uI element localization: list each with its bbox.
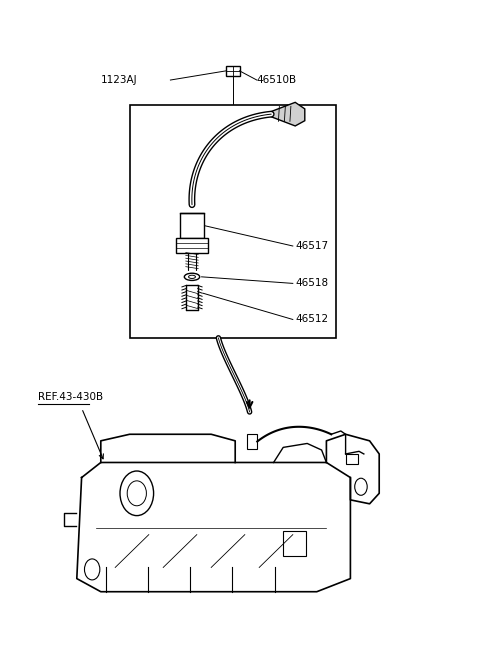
Ellipse shape: [189, 276, 195, 278]
Ellipse shape: [184, 274, 200, 281]
Polygon shape: [271, 102, 305, 126]
Ellipse shape: [120, 471, 154, 516]
Text: 46510B: 46510B: [257, 75, 297, 85]
Bar: [176, 238, 208, 253]
Text: 46512: 46512: [295, 314, 328, 325]
Text: 1123AJ: 1123AJ: [101, 75, 137, 85]
Bar: [283, 531, 306, 556]
Bar: [180, 213, 204, 238]
Text: 46517: 46517: [295, 241, 328, 251]
Bar: [130, 105, 336, 338]
Bar: [247, 434, 257, 449]
Text: REF.43-430B: REF.43-430B: [38, 392, 104, 402]
Ellipse shape: [127, 481, 146, 506]
Text: 46518: 46518: [295, 278, 328, 289]
Bar: [226, 66, 240, 76]
Bar: [346, 454, 358, 464]
